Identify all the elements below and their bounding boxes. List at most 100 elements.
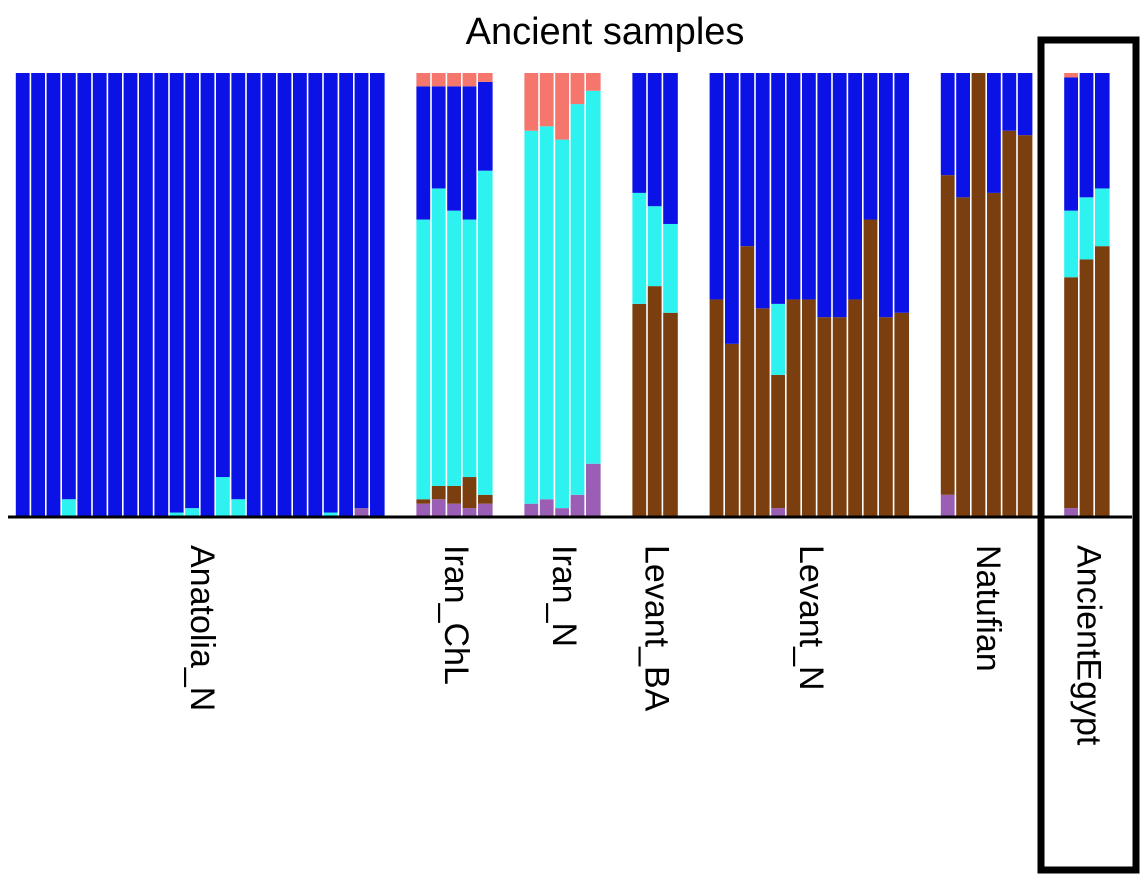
bar-segment <box>569 104 586 495</box>
bar-segment <box>446 210 462 486</box>
group-label: Anatolia_N <box>183 545 221 711</box>
bar-segment <box>230 499 246 517</box>
bar-segment <box>45 73 62 517</box>
bar-segment <box>431 86 447 189</box>
bar-segment <box>61 73 77 500</box>
bar-segment <box>1078 259 1095 517</box>
bar-segment <box>1094 246 1110 517</box>
bar-segment <box>739 246 755 517</box>
bar-segment <box>138 73 154 517</box>
bar-segment <box>785 73 802 300</box>
bar-segment <box>785 299 802 517</box>
bar-segment <box>662 312 678 517</box>
bar-segment <box>461 477 478 509</box>
bar-segment <box>415 499 431 504</box>
bar-segment <box>539 73 555 127</box>
bar-segment <box>569 73 586 105</box>
bar-segment <box>431 499 447 517</box>
group-label: Levant_BA <box>638 545 676 712</box>
bar-segment <box>1078 73 1095 198</box>
bar-segment <box>477 170 493 495</box>
bar-segment <box>199 73 216 517</box>
bar-segment <box>585 90 601 464</box>
bar-segment <box>446 503 462 517</box>
bar-segment <box>1094 188 1110 247</box>
bar-segment <box>724 73 740 344</box>
bar-segment <box>1017 73 1033 136</box>
chart-title: Ancient samples <box>466 11 745 53</box>
bar-segment <box>770 508 786 517</box>
bar-segment <box>770 73 786 304</box>
bar-segment <box>15 73 31 517</box>
bar-segment <box>724 343 740 517</box>
bar-segment <box>477 494 493 504</box>
bar-segment <box>122 73 139 517</box>
bar-segment <box>261 73 277 517</box>
bar-segment <box>986 73 1002 193</box>
bar-segment <box>431 485 447 500</box>
bar-segment <box>1078 197 1095 260</box>
bar-segment <box>1001 73 1017 131</box>
bar-segment <box>415 73 431 87</box>
bar-segment <box>323 73 339 513</box>
bar-segment <box>970 73 987 517</box>
bar-segment <box>847 299 863 517</box>
bar-segment <box>801 73 817 300</box>
bar-segment <box>1063 508 1079 517</box>
bar-segment <box>153 73 169 517</box>
bar-segment <box>539 126 555 500</box>
bar-segment <box>539 499 555 517</box>
bar-segment <box>292 73 308 517</box>
bar-segment <box>461 73 478 87</box>
bar-segment <box>631 192 647 304</box>
bar-segment <box>246 73 262 517</box>
bar-segment <box>816 73 832 318</box>
bar-segment <box>955 197 971 517</box>
bar-segment <box>662 223 678 313</box>
group-label: Levant_N <box>792 545 830 691</box>
bar-segment <box>1063 73 1079 78</box>
bar-segment <box>708 299 725 517</box>
bar-segment <box>323 512 339 517</box>
bar-segment <box>739 73 755 247</box>
bar-segment <box>862 73 879 220</box>
bar-segment <box>76 73 92 517</box>
bar-segment <box>569 494 586 517</box>
bar-segment <box>832 73 848 318</box>
bar-segment <box>801 299 817 517</box>
bar-segment <box>307 73 323 517</box>
bar-segment <box>940 73 956 176</box>
bar-segment <box>816 317 832 517</box>
bar-segment <box>770 303 786 375</box>
bar-segment <box>647 73 663 207</box>
bar-segment <box>276 73 293 517</box>
bar-segment <box>554 73 570 140</box>
bar-segment <box>169 512 185 517</box>
bar-segment <box>847 73 863 300</box>
bar-segment <box>1094 73 1110 189</box>
bar-segment <box>446 86 462 211</box>
bar-segment <box>893 312 909 517</box>
group-label: AncientEgypt <box>1070 545 1108 746</box>
bar-segment <box>215 73 231 478</box>
bar-segment <box>770 374 786 509</box>
bar-segment <box>878 317 894 517</box>
bar-segment <box>1063 77 1079 211</box>
bar-segment <box>477 81 493 171</box>
bar-segment <box>832 317 848 517</box>
bar-segment <box>477 73 493 82</box>
bar-segment <box>369 73 385 517</box>
bar-segment <box>585 73 601 91</box>
bars <box>14 73 1110 517</box>
bar-segment <box>940 175 956 495</box>
bar-segment <box>461 219 478 478</box>
bar-segment <box>477 503 493 517</box>
bar-segment <box>30 73 46 517</box>
bar-segment <box>446 485 462 504</box>
bar-segment <box>353 508 370 517</box>
bar-segment <box>647 206 663 287</box>
bar-segment <box>862 219 879 517</box>
bar-segment <box>631 303 647 517</box>
bar-segment <box>523 73 539 131</box>
bar-segment <box>446 73 462 87</box>
